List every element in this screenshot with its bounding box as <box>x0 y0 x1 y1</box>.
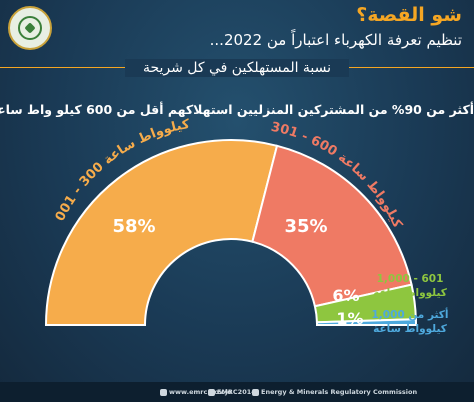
slice4-value-label: 1% <box>336 309 363 328</box>
organization-name: Energy & Minerals Regulatory Commission <box>252 388 417 396</box>
slice-1 <box>44 139 279 326</box>
globe-icon <box>160 388 167 396</box>
footer-bar: www.emrc.gov.jo EMRC2014 Energy & Minera… <box>0 382 474 402</box>
statement-text: أكثر من 90% من المشتركين المنزليين استهل… <box>0 102 474 117</box>
header-question: شو القصة؟ <box>356 4 462 26</box>
slice3-range-label: 1,000 - 601 <box>377 273 444 285</box>
slice2-value-label: 35% <box>284 216 327 237</box>
emrc-logo <box>8 6 52 50</box>
building-icon <box>252 388 259 396</box>
slice-4 <box>315 318 418 326</box>
slice3-unit-label: كيلوواط ساعة <box>373 287 448 299</box>
header-subtitle: تنظيم تعرفة الكهرباء اعتباراً من 2022... <box>209 31 462 49</box>
chart-slices <box>44 139 418 326</box>
website-link[interactable]: www.emrc.gov.jo <box>160 388 232 396</box>
slice4-range-label: أكثر من 1,000 <box>371 307 448 321</box>
logo-ring <box>18 16 42 40</box>
slice1-value-label: 58% <box>112 216 155 237</box>
slice4-unit-label: كيلوواط ساعة <box>373 323 448 335</box>
slice3-value-label: 6% <box>332 286 359 305</box>
social-icon <box>208 388 215 396</box>
social-handle[interactable]: EMRC2014 <box>208 388 256 396</box>
chart-banner: نسبة المستهلكين في كل شريحة <box>0 58 474 80</box>
slice-2 <box>251 144 413 308</box>
banner-title: نسبة المستهلكين في كل شريحة <box>124 59 350 77</box>
